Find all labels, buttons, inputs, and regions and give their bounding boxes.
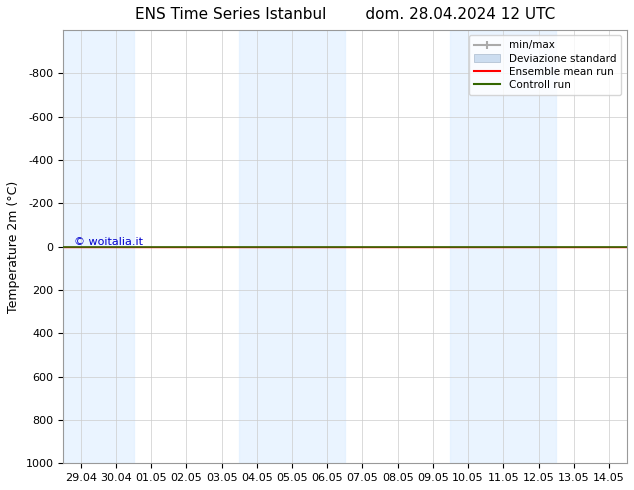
Text: © woitalia.it: © woitalia.it [74,237,143,247]
Bar [63,30,134,464]
Y-axis label: Temperature 2m (°C): Temperature 2m (°C) [7,181,20,313]
Bar [451,30,556,464]
Legend: min/max, Deviazione standard, Ensemble mean run, Controll run: min/max, Deviazione standard, Ensemble m… [469,35,621,95]
Bar [239,30,345,464]
Title: ENS Time Series Istanbul        dom. 28.04.2024 12 UTC: ENS Time Series Istanbul dom. 28.04.2024… [135,7,555,22]
